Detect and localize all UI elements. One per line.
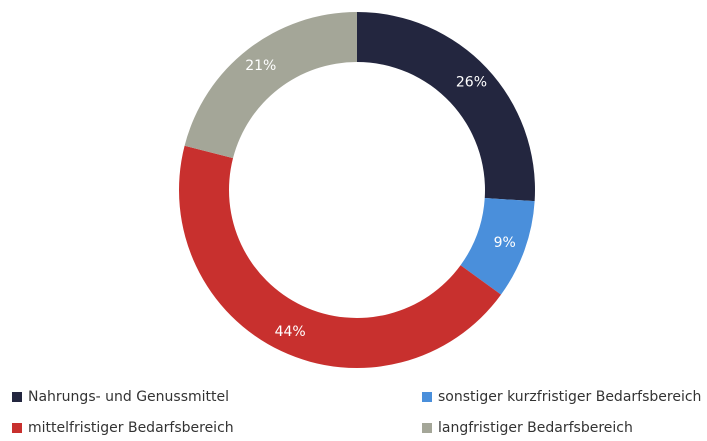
legend-label: Nahrungs- und Genussmittel	[28, 389, 229, 405]
legend-label: sonstiger kurzfristiger Bedarfsbereich	[438, 389, 701, 405]
legend-swatch	[422, 423, 432, 433]
legend-swatch	[12, 423, 22, 433]
value-label: 9%	[494, 235, 516, 251]
slice	[357, 12, 535, 202]
slice	[178, 145, 502, 369]
value-label: 26%	[456, 75, 487, 91]
value-label: 21%	[245, 58, 276, 74]
legend-label: langfristiger Bedarfsbereich	[438, 420, 633, 436]
slice	[460, 198, 535, 295]
slice	[184, 12, 357, 159]
legend-label: mittelfristiger Bedarfsbereich	[28, 420, 234, 436]
value-label: 44%	[275, 324, 306, 340]
legend-swatch	[422, 392, 432, 402]
legend-swatch	[12, 392, 22, 402]
